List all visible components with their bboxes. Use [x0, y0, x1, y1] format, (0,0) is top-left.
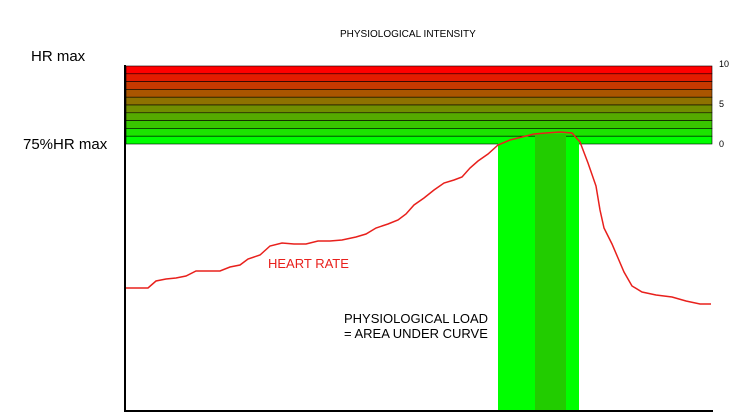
- load-label-line1: PHYSIOLOGICAL LOAD: [344, 311, 489, 326]
- intensity-band: [125, 73, 713, 82]
- intensity-band: [125, 104, 713, 114]
- intensity-bands: [125, 65, 713, 145]
- intensity-tick-mid: 5: [719, 99, 725, 109]
- intensity-band: [125, 65, 713, 75]
- intensity-band: [125, 96, 713, 106]
- intensity-band: [125, 89, 713, 98]
- intensity-band: [125, 120, 713, 129]
- intensity-band: [125, 135, 713, 145]
- intensity-tick-bottom: 0: [719, 139, 725, 149]
- hr-max-label: HR max: [31, 48, 86, 65]
- intensity-band: [125, 112, 713, 121]
- intensity-tick-top: 10: [719, 59, 730, 69]
- load-area-dark: [535, 134, 566, 410]
- load-label-line2: = AREA UNDER CURVE: [344, 326, 488, 341]
- intensity-band: [125, 128, 713, 137]
- heart-rate-label: HEART RATE: [268, 256, 349, 271]
- hr-75-label: 75%HR max: [23, 136, 108, 153]
- diagram-title: PHYSIOLOGICAL INTENSITY: [340, 29, 476, 40]
- heart-rate-curve: [126, 131, 711, 305]
- intensity-band: [125, 81, 713, 90]
